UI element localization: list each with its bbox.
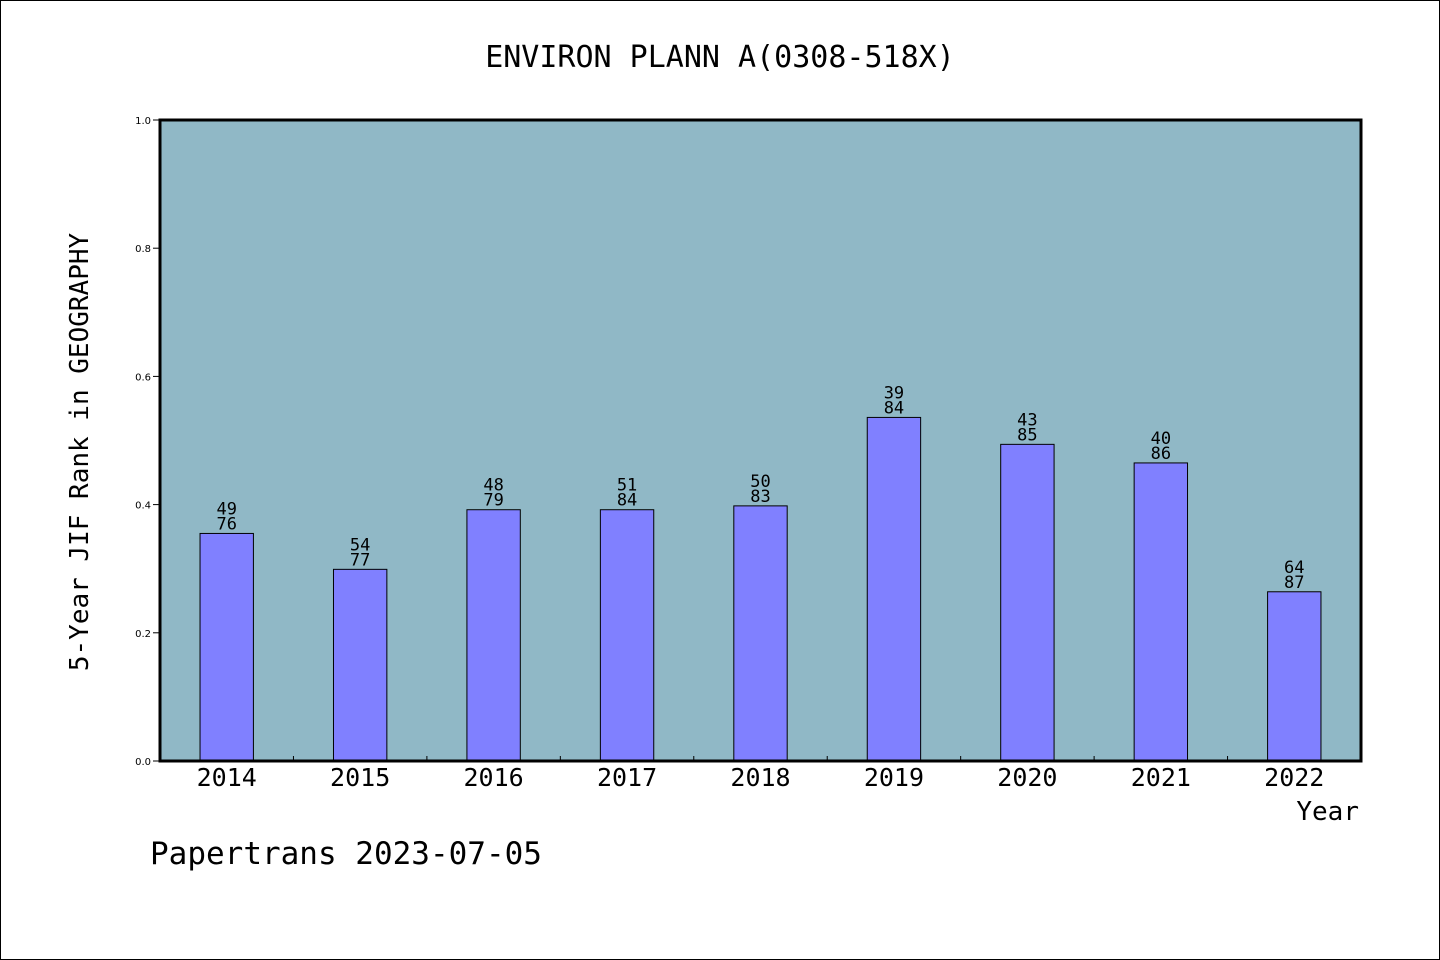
- bar-label-top-2020: 43: [1017, 410, 1037, 430]
- x-axis-label: Year: [1296, 797, 1359, 827]
- bar-label-top-2022: 64: [1284, 558, 1304, 578]
- footer-credit: Papertrans 2023-07-05: [150, 836, 542, 872]
- y-tick-label: 0.8: [135, 244, 151, 255]
- y-tick-label: 0.4: [135, 501, 151, 512]
- x-tick-label-2015: 2015: [330, 763, 390, 792]
- bar-label-top-2015: 54: [350, 535, 370, 555]
- bar-label-bottom-2016: 79: [483, 491, 503, 511]
- bar-label-bottom-2018: 83: [750, 487, 770, 507]
- y-tick-label: 1.0: [135, 116, 151, 127]
- y-tick-label: 0.0: [135, 757, 151, 768]
- bar-2022: [1267, 591, 1322, 762]
- bar-label-top-2016: 48: [483, 476, 503, 496]
- bar-2019: [866, 416, 922, 762]
- bar-label-top-2018: 50: [750, 472, 770, 492]
- x-tick-label-2016: 2016: [464, 763, 524, 792]
- bars-group: [199, 416, 1322, 762]
- x-tick-label-2020: 2020: [997, 763, 1057, 792]
- bar-2016: [466, 509, 521, 762]
- bar-label-top-2019: 39: [884, 383, 904, 403]
- bar-2015: [332, 568, 388, 762]
- y-tick-label: 0.6: [135, 372, 151, 383]
- bar-label-bottom-2020: 85: [1017, 425, 1037, 445]
- x-tick-label-2022: 2022: [1264, 763, 1324, 792]
- x-tick-label-2017: 2017: [597, 763, 657, 792]
- y-axis-ticks: 0.0 0.2 0.4 0.6 0.8 1.0: [135, 116, 160, 768]
- bar-label-bottom-2015: 77: [350, 550, 370, 570]
- bar-2014: [199, 532, 254, 762]
- x-tick-label-2021: 2021: [1131, 763, 1191, 792]
- bar-label-bottom-2021: 86: [1151, 444, 1171, 464]
- bar-label-top-2017: 51: [617, 476, 637, 496]
- bar-2018: [733, 505, 788, 762]
- bar-2021: [1133, 462, 1189, 762]
- x-tick-label-2014: 2014: [197, 763, 257, 792]
- y-tick-label: 0.2: [135, 629, 151, 640]
- plot-border: [158, 118, 1363, 763]
- x-tick-label-2019: 2019: [864, 763, 924, 792]
- y-axis-label: 5-Year JIF Rank in GEOGRAPHY: [65, 233, 95, 672]
- chart-title: ENVIRON PLANN A(0308-518X): [485, 40, 955, 75]
- bar-label-bottom-2022: 87: [1284, 573, 1304, 593]
- bar-label-bottom-2019: 84: [884, 398, 904, 418]
- bar-2020: [1000, 443, 1055, 762]
- bar-2017: [599, 509, 655, 762]
- x-axis-ticks: 2014 2015 2016 2017 2018 2019 2020 2021 2022: [197, 756, 1324, 792]
- bar-label-top-2014: 49: [216, 499, 236, 519]
- x-tick-label-2018: 2018: [730, 763, 790, 792]
- bar-label-bottom-2014: 76: [216, 514, 236, 534]
- bar-label-bottom-2017: 84: [617, 491, 637, 511]
- bar-label-top-2021: 40: [1151, 429, 1171, 449]
